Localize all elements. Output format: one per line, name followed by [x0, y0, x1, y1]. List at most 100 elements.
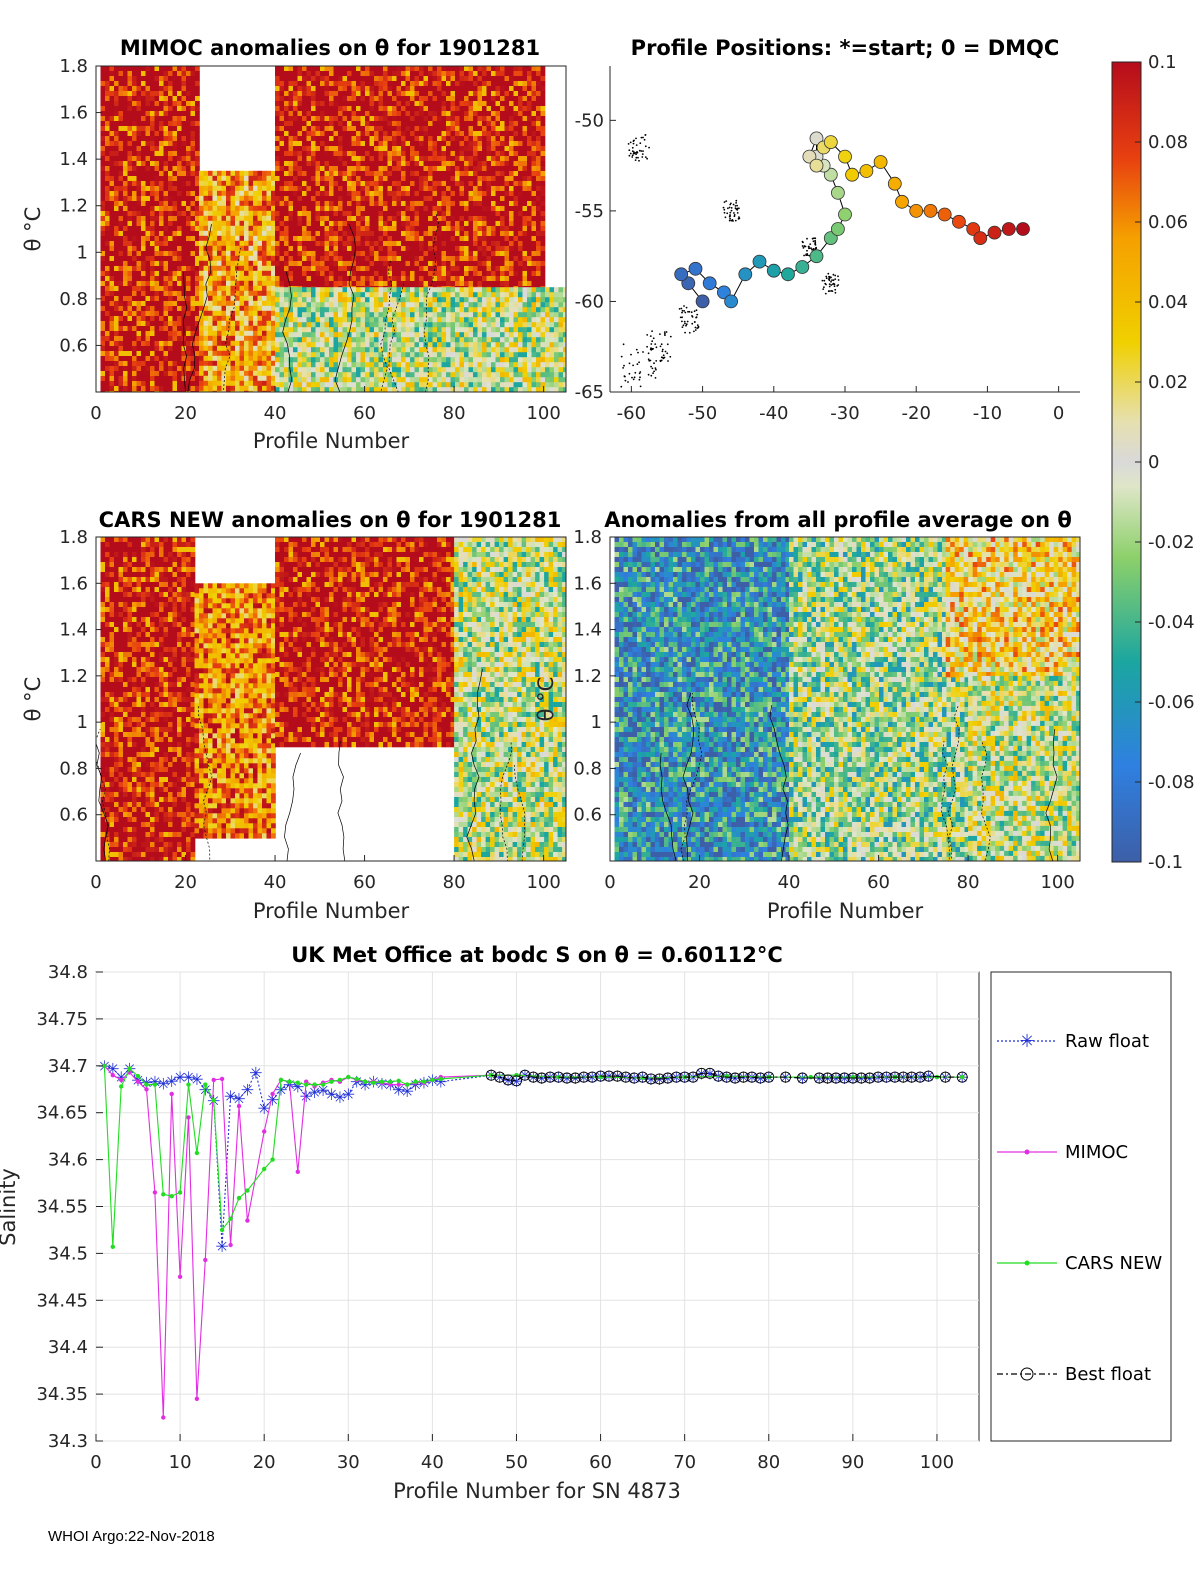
- heatmap-cell: [221, 200, 227, 207]
- heatmap-cell: [123, 121, 128, 127]
- heatmap-cell: [118, 221, 124, 227]
- heatmap-cell: [181, 306, 187, 312]
- heatmap-cell: [482, 131, 487, 137]
- heatmap-cell: [522, 76, 528, 82]
- heatmap-cell: [455, 136, 460, 142]
- heatmap-cell: [221, 325, 227, 332]
- heatmap-cell: [159, 281, 164, 287]
- heatmap-cells: [100, 66, 566, 392]
- heatmap-cell: [455, 266, 460, 272]
- heatmap-cell: [177, 236, 182, 242]
- heatmap-cell: [329, 241, 334, 247]
- heatmap-cell: [387, 256, 393, 262]
- heatmap-cell: [531, 136, 537, 142]
- heatmap-cell: [477, 131, 483, 137]
- heatmap-cell: [199, 380, 204, 387]
- heatmap-cell: [275, 221, 280, 227]
- heatmap-cell: [150, 306, 155, 312]
- heatmap-cell: [446, 236, 451, 242]
- heatmap-cell: [168, 76, 173, 82]
- heatmap-cell: [414, 236, 420, 242]
- heatmap-cell: [226, 260, 231, 267]
- heatmap-cell: [100, 356, 106, 362]
- heatmap-cell: [414, 191, 420, 197]
- heatmap-cell: [428, 106, 433, 112]
- heatmap-cell: [132, 281, 137, 287]
- heatmap-cell: [338, 101, 343, 107]
- heatmap-cell: [275, 146, 280, 152]
- heatmap-cell: [540, 171, 546, 177]
- heatmap-cell: [105, 196, 110, 202]
- heatmap-cell: [477, 221, 483, 227]
- heatmap-cell: [518, 171, 523, 177]
- heatmap-cell: [396, 151, 402, 157]
- heatmap-cell: [414, 176, 420, 182]
- heatmap-cell: [284, 322, 289, 328]
- heatmap-cell: [491, 266, 496, 272]
- heatmap-cell: [226, 315, 231, 322]
- heatmap-cell: [150, 156, 155, 162]
- heatmap-cell: [315, 226, 321, 232]
- heatmap-cell: [118, 76, 124, 82]
- heatmap-cell: [145, 386, 151, 392]
- heatmap-cell: [203, 180, 209, 187]
- heatmap-cell: [302, 221, 307, 227]
- heatmap-cell: [468, 166, 474, 172]
- heatmap-cell: [437, 271, 442, 277]
- heatmap-cell: [105, 276, 110, 282]
- heatmap-cell: [230, 275, 236, 282]
- heatmap-cell: [518, 236, 523, 242]
- heatmap-cell: [230, 240, 236, 247]
- heatmap-cell: [239, 325, 245, 332]
- heatmap-cell: [311, 266, 316, 272]
- heatmap-cell: [513, 76, 519, 82]
- heatmap-cell: [239, 230, 245, 237]
- heatmap-cell: [329, 131, 334, 137]
- heatmap-cell: [423, 256, 429, 262]
- heatmap-cell: [378, 166, 384, 172]
- heatmap-cell: [464, 216, 469, 222]
- heatmap-cell: [136, 311, 142, 317]
- heatmap-cell: [383, 231, 388, 237]
- heatmap-cell: [446, 181, 451, 187]
- heatmap-cell: [302, 106, 307, 112]
- heatmap-cell: [522, 221, 528, 227]
- heatmap-cell: [109, 191, 115, 197]
- heatmap-cell: [351, 161, 357, 167]
- heatmap-cell: [230, 385, 236, 392]
- heatmap-cell: [432, 126, 438, 132]
- heatmap-cell: [302, 121, 307, 127]
- heatmap-cell: [114, 211, 119, 217]
- heatmap-cell: [504, 211, 510, 217]
- heatmap-cell: [109, 346, 115, 352]
- heatmap-cell: [123, 181, 128, 187]
- heatmap-cell: [311, 81, 316, 87]
- heatmap-cell: [338, 141, 343, 147]
- heatmap-cell: [230, 350, 236, 357]
- heatmap-cell: [132, 376, 137, 382]
- heatmap-cell: [212, 185, 218, 192]
- heatmap-cell: [109, 216, 115, 222]
- heatmap-cell: [464, 256, 469, 262]
- heatmap-cell: [410, 111, 415, 117]
- heatmap-cell: [262, 295, 267, 302]
- heatmap-cell: [378, 201, 384, 207]
- heatmap-cell: [186, 326, 191, 332]
- heatmap-cell: [410, 281, 415, 287]
- heatmap-cell: [293, 186, 298, 192]
- heatmap-cell: [333, 146, 339, 152]
- heatmap-cell: [410, 76, 415, 82]
- heatmap-cell: [284, 367, 289, 373]
- heatmap-cell: [306, 101, 312, 107]
- heatmap-cell: [500, 266, 505, 272]
- heatmap-cell: [324, 246, 330, 252]
- heatmap-cell: [536, 221, 541, 227]
- heatmap-cell: [459, 181, 465, 187]
- heatmap-cell: [527, 121, 532, 127]
- heatmap-cell: [127, 206, 133, 212]
- heatmap-cell: [136, 136, 142, 142]
- heatmap-cell: [495, 156, 501, 162]
- heatmap-cell: [186, 241, 191, 247]
- heatmap-cell: [288, 201, 294, 207]
- heatmap-cell: [437, 101, 442, 107]
